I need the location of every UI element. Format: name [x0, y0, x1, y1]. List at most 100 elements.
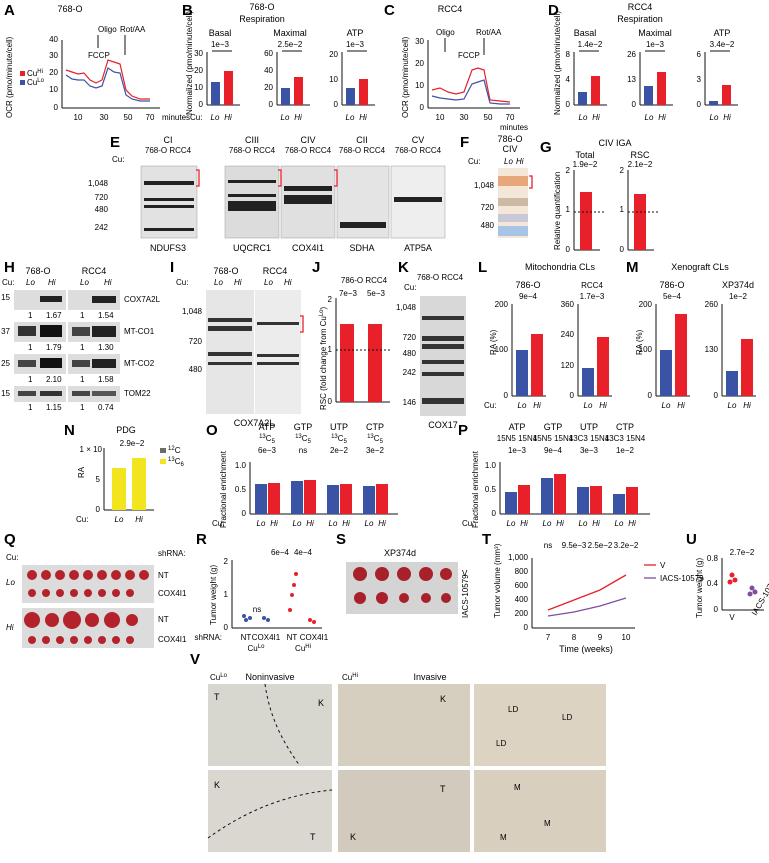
panel-letter-t: T [482, 531, 491, 548]
svg-text:Lo: Lo [645, 113, 654, 122]
svg-text:NT: NT [158, 615, 169, 624]
svg-text:13: 13 [627, 75, 636, 84]
svg-text:Cu:: Cu: [484, 401, 496, 410]
svg-text:K: K [318, 698, 324, 708]
svg-text:1.67: 1.67 [46, 311, 62, 320]
panel-letter-s: S [336, 531, 346, 548]
svg-text:Lo: Lo [115, 515, 124, 524]
svg-text:Hi: Hi [306, 519, 314, 528]
b-maximal: 0 20 40 60 [264, 49, 310, 109]
svg-text:3e−2: 3e−2 [366, 446, 385, 455]
svg-text:9e−4: 9e−4 [544, 446, 563, 455]
svg-text:1: 1 [328, 345, 333, 354]
xtick: 50 [124, 113, 133, 122]
svg-text:2.10: 2.10 [46, 375, 62, 384]
svg-text:5e−3: 5e−3 [367, 289, 386, 298]
svg-text:1,048: 1,048 [474, 181, 495, 190]
svg-text:Lo: Lo [257, 519, 266, 528]
ylabel: Relative quantification [553, 172, 562, 250]
svg-text:Hi: Hi [599, 401, 607, 410]
svg-text:768-O RCC4: 768-O RCC4 [145, 146, 192, 155]
panel-s: S XP374d V IACS-10579 [336, 531, 470, 618]
svg-text:240: 240 [561, 330, 575, 339]
svg-text:3e−3: 3e−3 [580, 446, 599, 455]
svg-text:CIV: CIV [300, 135, 315, 145]
trace-lo [65, 67, 150, 102]
svg-text:0.8: 0.8 [707, 554, 719, 563]
panel-d: D RCC4 Respiration Normalized (pmo/minut… [548, 2, 738, 122]
svg-text:13C3 15N4: 13C3 15N4 [569, 434, 610, 443]
bar-lo [211, 82, 220, 105]
svg-text:242: 242 [403, 368, 417, 377]
svg-text:120: 120 [561, 361, 575, 370]
svg-text:0: 0 [96, 505, 101, 514]
ylabel: OCR (pmo/minute/cell) [5, 36, 14, 118]
svg-text:2: 2 [620, 166, 625, 175]
panel-c: C RCC4 Oligo FCCP Rot/AA 0 10 20 30 10 3… [384, 2, 528, 132]
svg-text:M: M [544, 819, 551, 828]
svg-text:ns: ns [544, 541, 552, 550]
svg-text:4: 4 [566, 75, 571, 84]
svg-text:786-O: 786-O [659, 280, 684, 290]
svg-text:8: 8 [566, 50, 571, 59]
svg-text:1.9e−2: 1.9e−2 [573, 160, 598, 169]
svg-text:1e−2: 1e−2 [729, 292, 748, 301]
svg-text:720: 720 [95, 193, 109, 202]
svg-text:Hi: Hi [378, 519, 386, 528]
svg-text:30: 30 [415, 37, 424, 46]
ann-rotaa: Rot/AA [120, 25, 146, 34]
svg-text:13C5: 13C5 [295, 434, 311, 445]
svg-text:Cu:: Cu: [404, 283, 416, 292]
svg-text:6e−3: 6e−3 [258, 446, 277, 455]
svg-text:13C5: 13C5 [367, 434, 383, 445]
svg-text:Hi: Hi [135, 515, 143, 524]
p-value: 1e−3 [211, 40, 230, 49]
panel-a: A 768-O Oligo FCCP Rot/AA 0 10 20 30 40 … [4, 2, 190, 122]
svg-text:2.9e−2: 2.9e−2 [120, 439, 145, 448]
svg-text:720: 720 [481, 203, 495, 212]
svg-text:ns: ns [253, 605, 261, 614]
svg-text:200: 200 [639, 300, 653, 309]
svg-text:30: 30 [460, 113, 469, 122]
panel-a-title: 768-O [57, 4, 82, 14]
svg-text:1.4e−2: 1.4e−2 [578, 40, 603, 49]
svg-text:ATP: ATP [509, 422, 526, 432]
svg-text:9.5e−3: 9.5e−3 [562, 541, 587, 550]
svg-text:13C5: 13C5 [259, 434, 275, 445]
svg-text:1.54: 1.54 [98, 311, 114, 320]
ytick: 40 [49, 35, 58, 44]
svg-text:1.7e−3: 1.7e−3 [580, 292, 605, 301]
panel-letter-f: F [460, 134, 469, 151]
svg-text:Respiration: Respiration [617, 14, 663, 24]
svg-text:TOM22: TOM22 [124, 389, 151, 398]
svg-text:0: 0 [620, 245, 625, 254]
panel-b-title: 768-O [249, 2, 274, 12]
svg-text:720: 720 [189, 337, 203, 346]
svg-text:Lo: Lo [518, 401, 527, 410]
svg-text:UTP: UTP [330, 422, 348, 432]
svg-text:Lo: Lo [504, 157, 513, 166]
svg-text:NDUFS3: NDUFS3 [150, 243, 186, 253]
panel-b: B 768-O Respiration Normalized (pmo/minu… [182, 2, 375, 122]
svg-text:Lo: Lo [214, 278, 223, 287]
panel-k: K 768-O RCC4 Cu: 1,048 720 480 242 146 C… [396, 259, 466, 430]
ytick: 30 [49, 51, 58, 60]
svg-text:COX4I1: COX4I1 [158, 589, 187, 598]
panel-letter-q: Q [4, 531, 16, 548]
svg-text:40: 40 [264, 66, 273, 75]
svg-text:Hi: Hi [224, 113, 232, 122]
svg-text:Cu:: Cu: [6, 553, 18, 562]
svg-text:Hi: Hi [48, 278, 56, 287]
svg-text:CIII: CIII [245, 135, 259, 145]
svg-text:Lo: Lo [264, 278, 273, 287]
xtick: 10 [74, 113, 83, 122]
sub-name: Maximal [273, 28, 307, 38]
svg-text:T: T [310, 832, 316, 842]
ytick: 10 [49, 85, 58, 94]
svg-text:1: 1 [28, 343, 33, 352]
svg-text:0: 0 [632, 100, 637, 109]
svg-text:Hi: Hi [294, 113, 302, 122]
panel-letter-j: J [312, 259, 320, 276]
svg-text:COX17: COX17 [428, 420, 458, 430]
